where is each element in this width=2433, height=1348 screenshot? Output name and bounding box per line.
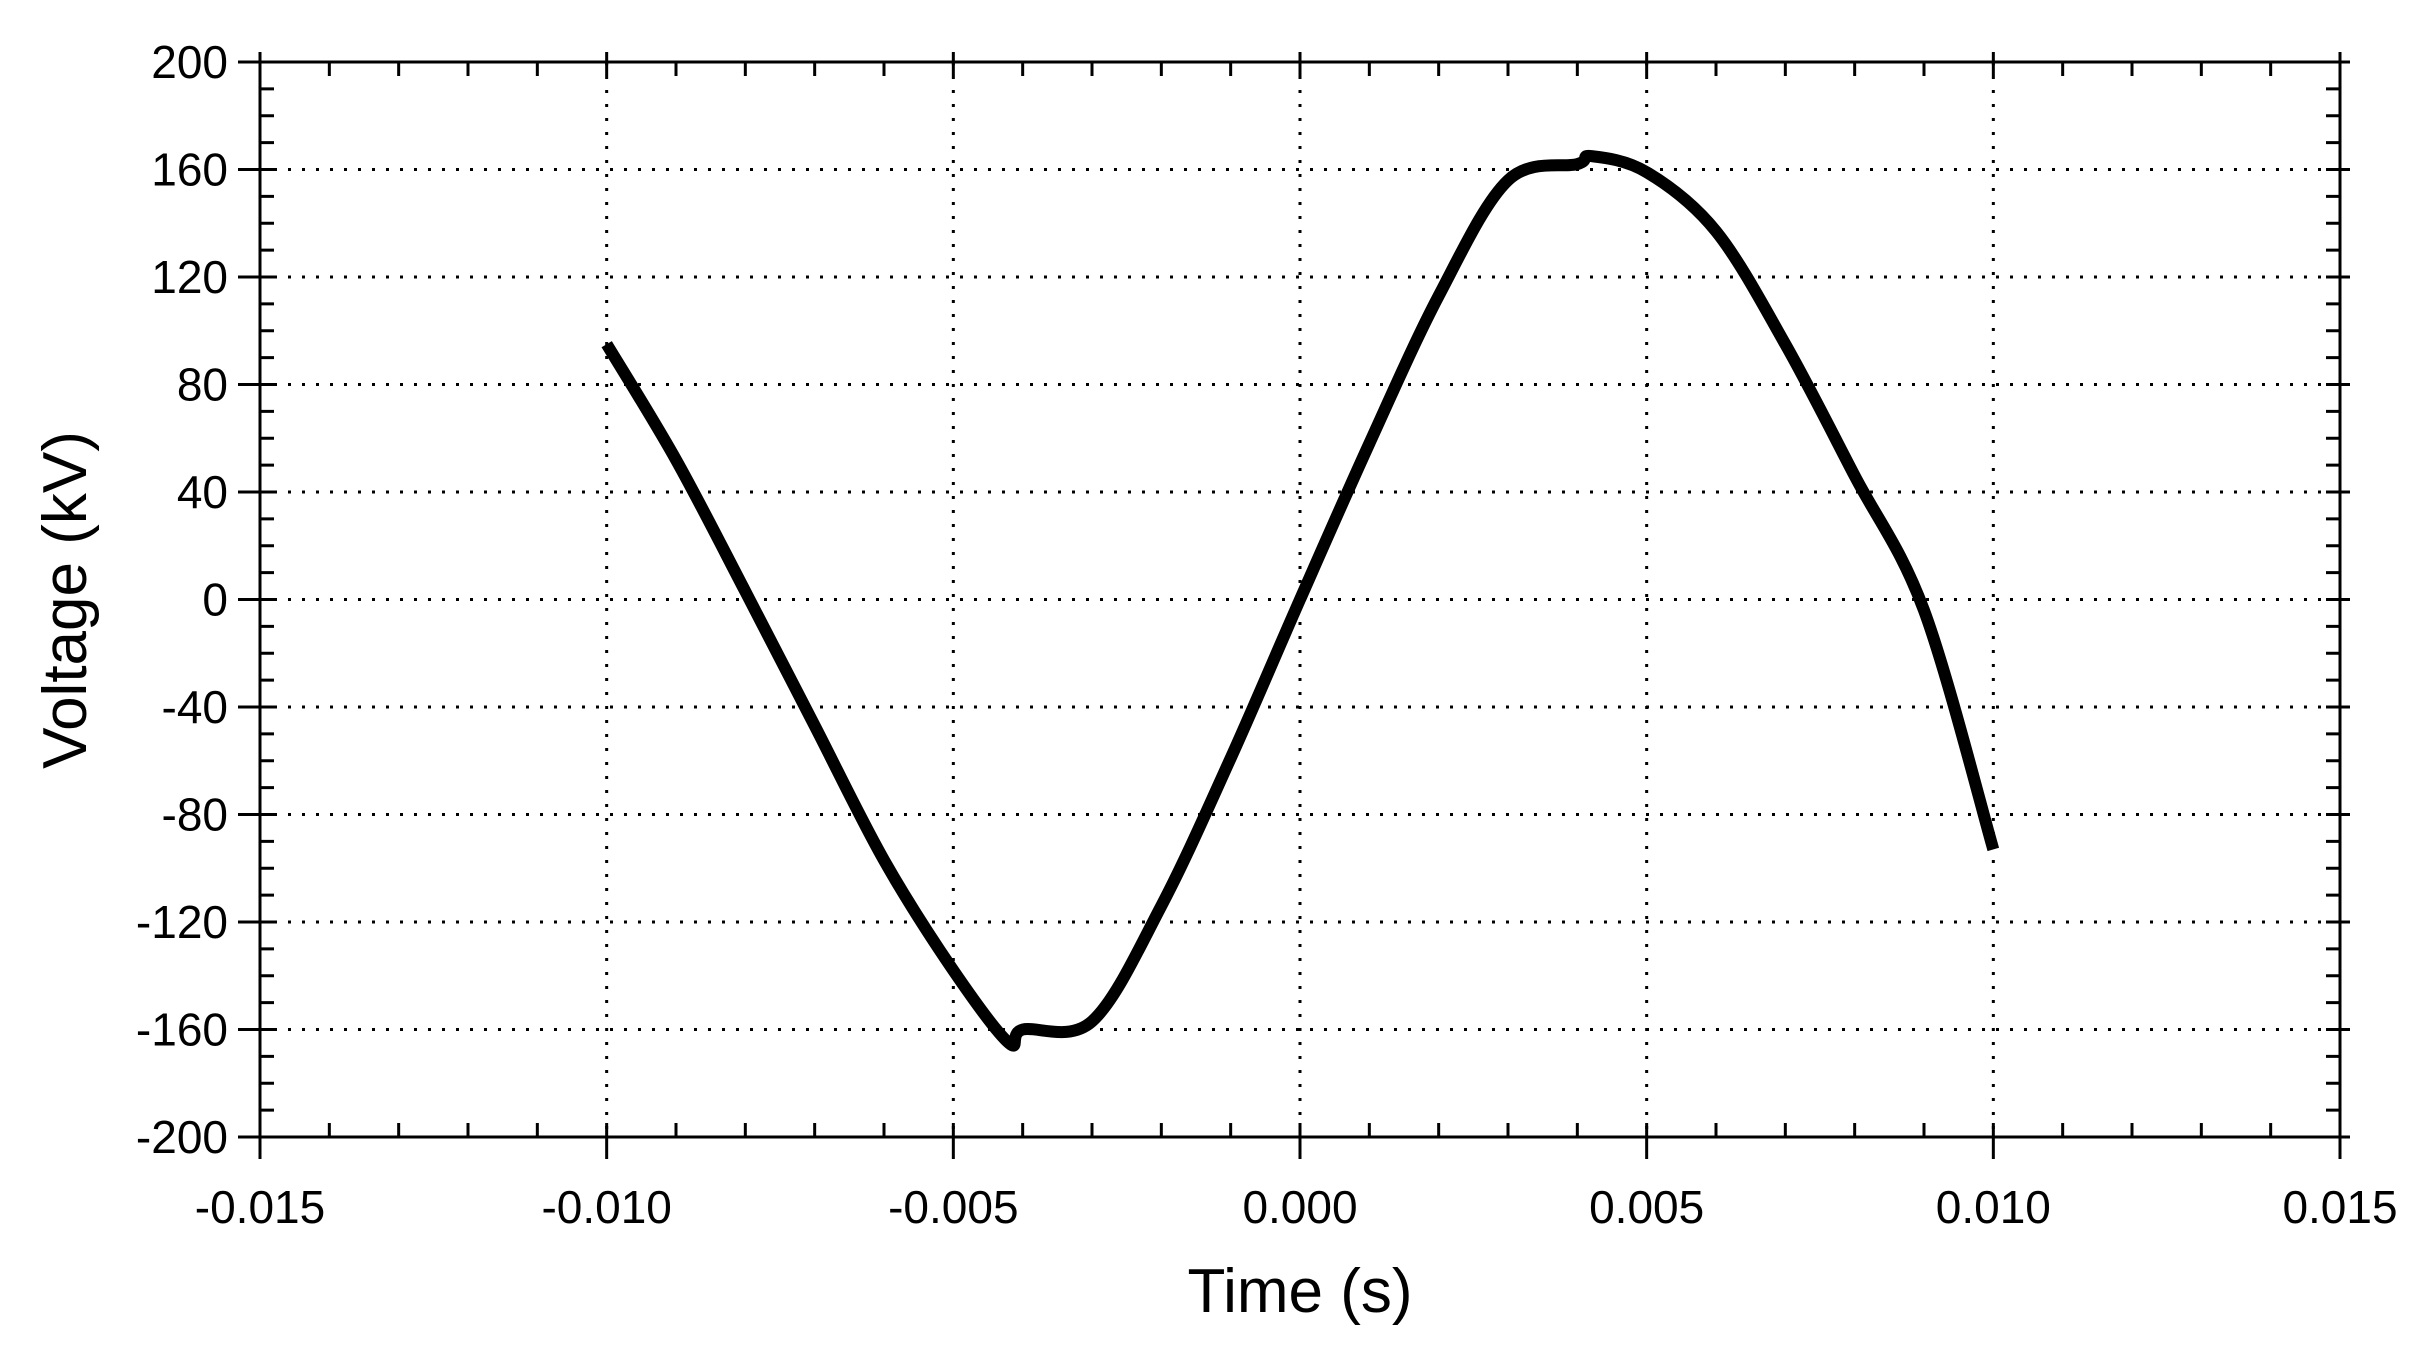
x-tick-label: 0.015 [2282,1181,2397,1233]
y-tick-label: 40 [177,466,228,518]
y-tick-label: -160 [136,1004,228,1056]
major-ticks [238,52,2350,1159]
x-tick-label: 0.000 [1242,1181,1357,1233]
y-tick-label: -80 [162,789,228,841]
x-tick-label: 0.005 [1589,1181,1704,1233]
y-tick-label: 160 [151,144,228,196]
y-tick-labels: 200 160 120 80 40 0 -40 -80 -120 -160 -200 [136,36,228,1163]
y-tick-label: 80 [177,359,228,411]
y-tick-label: 0 [202,574,228,626]
y-tick-label: 200 [151,36,228,88]
y-tick-label: -200 [136,1111,228,1163]
x-tick-label: -0.005 [888,1181,1018,1233]
x-tick-label: -0.015 [195,1181,325,1233]
y-axis-title: Voltage (kV) [31,431,100,769]
x-tick-label: 0.010 [1936,1181,2051,1233]
x-tick-labels: -0.015 -0.010 -0.005 0.000 0.005 0.010 0.015 [195,1181,2398,1233]
plot-frame [258,60,2342,1139]
voltage-series-line [601,149,2000,1052]
y-tick-label: -40 [162,681,228,733]
x-tick-label: -0.010 [541,1181,671,1233]
y-tick-label: 120 [151,251,228,303]
minor-ticks [258,60,2342,1139]
x-axis-title: Time (s) [1188,1257,1413,1326]
y-tick-label: -120 [136,896,228,948]
